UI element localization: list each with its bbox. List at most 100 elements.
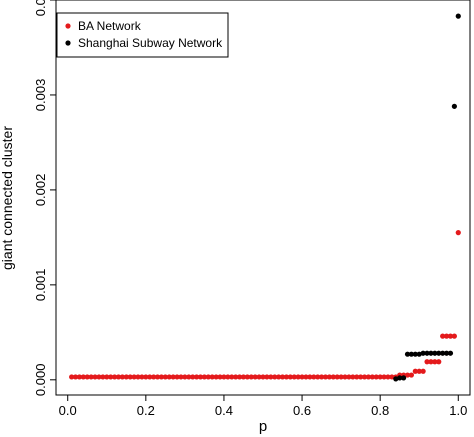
data-point <box>443 333 450 339</box>
legend-marker-shanghai-subway-network <box>65 40 71 46</box>
data-point <box>264 374 270 380</box>
data-point <box>291 374 297 380</box>
data-point <box>80 374 86 380</box>
data-point <box>404 372 411 378</box>
data-point <box>178 374 184 380</box>
data-point <box>115 374 122 380</box>
legend: BA Network Shanghai Subway Network <box>56 12 229 58</box>
x-tick-label: 0.8 <box>371 403 389 418</box>
data-point <box>358 374 364 380</box>
data-point <box>330 374 336 380</box>
data-point <box>170 374 176 380</box>
data-point <box>455 13 461 19</box>
data-point <box>197 374 204 380</box>
data-point <box>131 374 137 380</box>
y-tick-label: 0.000 <box>33 364 48 397</box>
data-point <box>436 359 442 365</box>
data-point <box>229 374 235 380</box>
data-point <box>143 374 149 380</box>
data-point <box>268 374 274 380</box>
data-point <box>154 374 161 380</box>
data-point <box>299 374 305 380</box>
data-point <box>119 374 125 380</box>
data-point <box>272 374 278 380</box>
data-point <box>244 374 250 380</box>
data-point <box>451 103 457 109</box>
data-point <box>377 374 383 380</box>
y-tick-label: 0.004 <box>33 0 48 16</box>
data-point <box>385 374 391 380</box>
legend-label-ba-network: BA Network <box>78 19 142 33</box>
data-point <box>311 374 317 380</box>
data-point <box>104 374 110 380</box>
data-point <box>443 350 450 356</box>
data-point <box>338 374 344 380</box>
data-point <box>283 374 290 380</box>
x-tick-label: 0.4 <box>215 403 233 418</box>
data-point <box>440 333 446 339</box>
data-point <box>420 350 426 356</box>
data-point <box>96 374 102 380</box>
data-point <box>342 374 348 380</box>
x-tick-label: 0.6 <box>293 403 311 418</box>
data-point <box>416 368 422 374</box>
data-point <box>404 351 411 357</box>
data-point <box>190 374 196 380</box>
data-point <box>279 374 286 380</box>
data-point <box>432 359 438 365</box>
data-point <box>408 372 415 378</box>
data-point <box>162 374 168 380</box>
data-point <box>100 374 106 380</box>
data-point <box>221 374 227 380</box>
data-point <box>174 374 180 380</box>
data-point <box>401 375 407 381</box>
series-ba-network <box>69 230 461 380</box>
data-point <box>287 374 293 380</box>
data-point <box>88 374 94 380</box>
data-point <box>354 374 360 380</box>
data-point <box>424 350 430 356</box>
data-point <box>205 374 211 380</box>
data-point <box>248 374 254 380</box>
data-point <box>252 374 258 380</box>
data-point <box>72 374 79 380</box>
data-points <box>69 13 461 382</box>
x-tick-label: 0.0 <box>59 403 77 418</box>
data-point <box>451 333 457 339</box>
x-axis-label: p <box>259 418 267 435</box>
data-point <box>111 374 118 380</box>
data-point <box>151 374 157 380</box>
data-point <box>240 374 247 380</box>
data-point <box>393 376 399 382</box>
data-point <box>416 351 422 357</box>
data-point <box>127 374 133 380</box>
data-point <box>92 374 98 380</box>
data-point <box>440 350 446 356</box>
data-point <box>361 374 368 380</box>
data-point <box>260 374 266 380</box>
data-point <box>256 374 262 380</box>
data-point <box>217 374 223 380</box>
x-tick-label: 0.2 <box>137 403 155 418</box>
y-tick-label: 0.003 <box>33 79 48 112</box>
y-tick-label: 0.002 <box>33 174 48 207</box>
data-point <box>381 374 387 380</box>
data-point <box>213 374 219 380</box>
data-point <box>455 230 461 236</box>
data-point <box>346 374 352 380</box>
data-point <box>182 374 188 380</box>
data-point <box>389 374 395 380</box>
data-point <box>201 374 208 380</box>
data-point <box>307 374 313 380</box>
data-point <box>194 374 200 380</box>
data-point <box>412 351 418 357</box>
data-point <box>84 374 90 380</box>
data-point <box>147 374 153 380</box>
data-point <box>276 374 282 380</box>
data-point <box>123 374 129 380</box>
plot-frame <box>55 0 471 396</box>
x-axis: 0.0 0.2 0.4 0.6 0.8 1.0 <box>59 395 467 418</box>
data-point <box>315 374 321 380</box>
data-point <box>322 374 329 380</box>
